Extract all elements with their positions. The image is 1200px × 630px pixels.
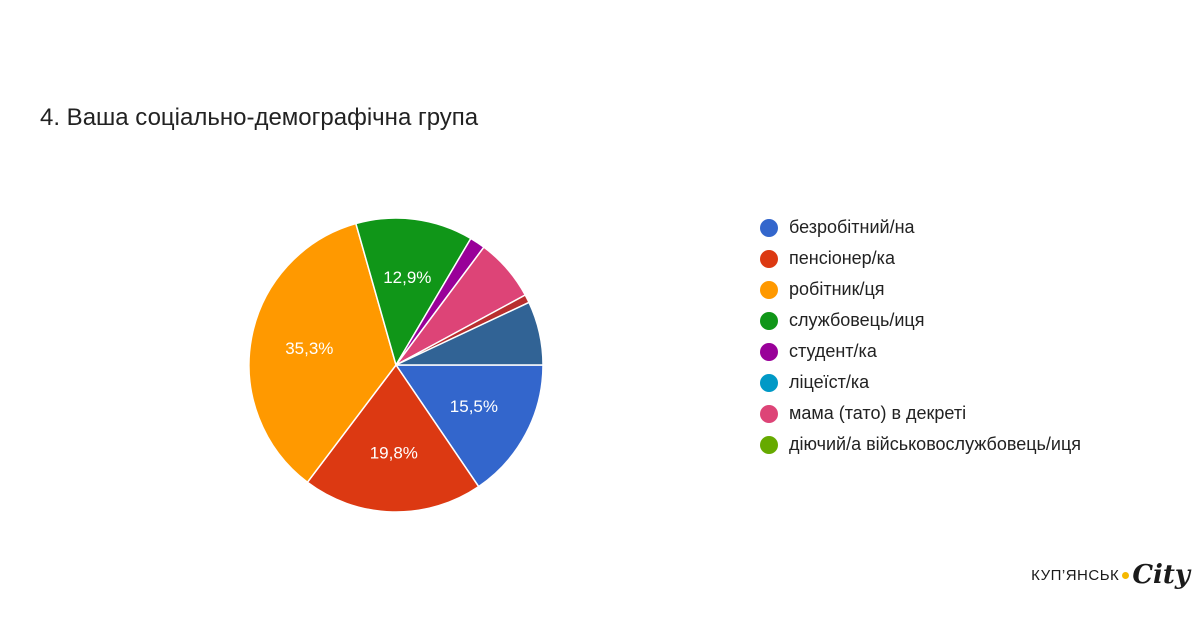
legend-item-3: службовець/иця [760,305,1081,336]
legend-item-4: студент/ка [760,336,1081,367]
legend-swatch-7 [760,435,778,454]
pie-slice-9 [395,301,544,366]
legend-swatch-6 [760,404,778,423]
legend-swatch-5 [760,373,778,392]
chart-legend: безробітний/на пенсіонер/ка робітник/ця слу… [760,212,1081,460]
legend-item-1: пенсіонер/ка [760,243,1081,274]
legend-swatch-1 [760,249,778,268]
legend-item-0: безробітний/на [760,212,1081,243]
legend-item-2: робітник/ця [760,274,1081,305]
pie-data-label-3: 12,9% [383,268,431,287]
legend-swatch-3 [760,311,778,330]
pie-slice-0 [394,364,544,488]
brand-logo: КУП’ЯНСЬК City [1031,560,1190,590]
brand-dot [1122,571,1130,579]
brand-text: КУП’ЯНСЬК [1031,566,1120,584]
legend-swatch-2 [760,280,778,299]
legend-label-6: мама (тато) в декреті [789,403,967,423]
legend-item-5: ліцеїст/ка [760,367,1081,398]
legend-label-4: студент/ка [789,341,877,361]
legend-label-3: службовець/иця [789,310,925,330]
legend-item-7: діючий/а військовослужбовець/иця [760,429,1081,460]
pie-data-label-0: 15,5% [450,397,498,416]
legend-swatch-4 [760,342,778,361]
chart-title: 4. Ваша соціально-демографічна група [40,104,479,131]
pie-slice-2 [248,222,397,484]
brand-script: City [1132,560,1190,590]
legend-label-2: робітник/ця [789,279,885,299]
legend-label-7: діючий/а військовослужбовець/иця [789,434,1081,454]
pie-data-label-2: 35,3% [285,339,333,358]
legend-swatch-0 [760,218,778,237]
legend-label-1: пенсіонер/ка [789,248,895,268]
pie-data-label-1: 19,8% [370,444,418,463]
legend-item-6: мама (тато) в декреті [760,398,1081,429]
pie-slice-3 [354,217,472,367]
legend-label-5: ліцеїст/ка [789,372,870,392]
legend-label-0: безробітний/на [789,217,915,237]
pie-slice-1 [306,363,480,513]
